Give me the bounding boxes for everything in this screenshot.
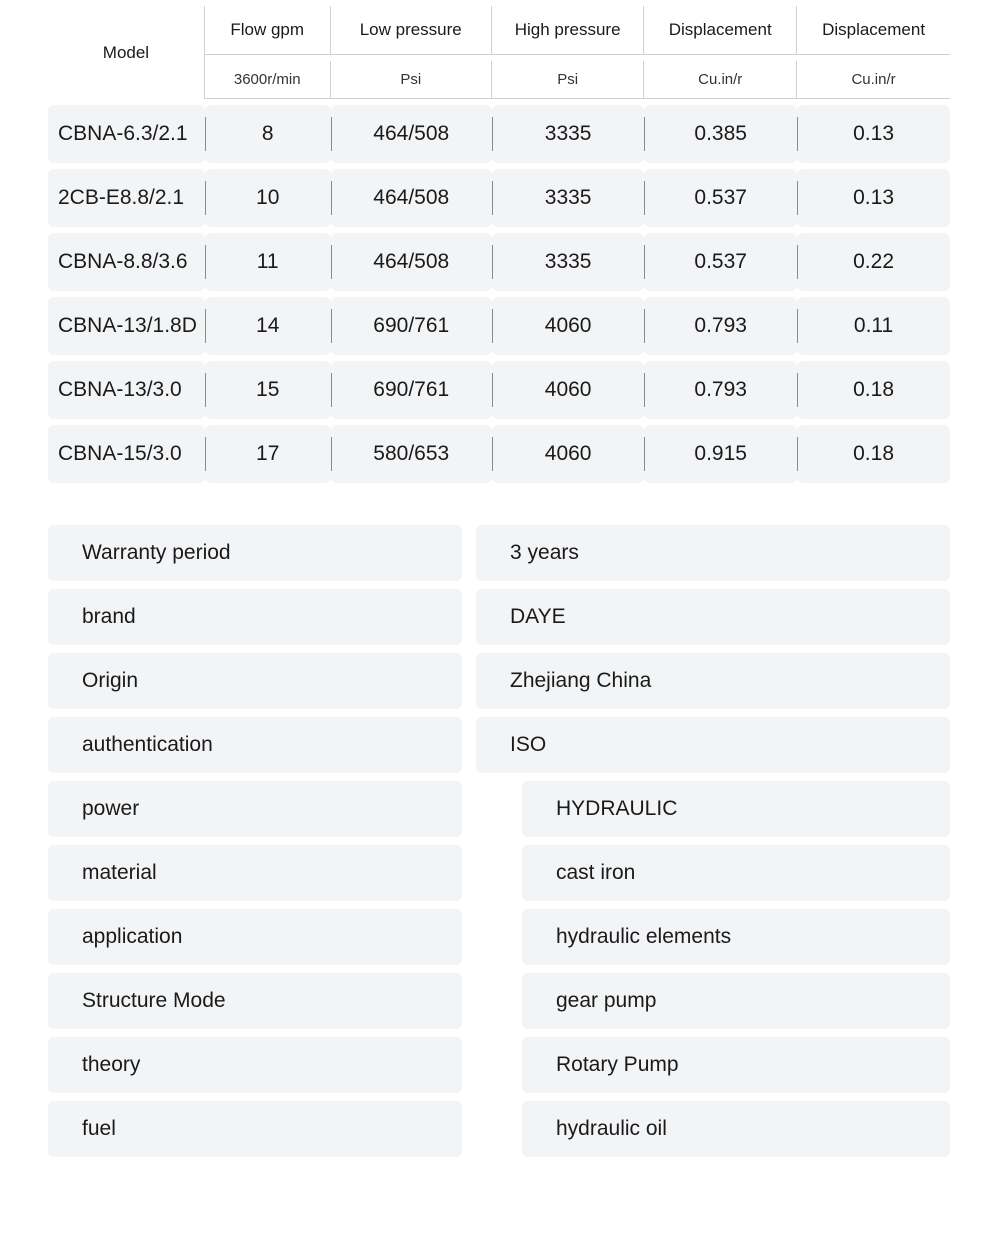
attr-value: 3 years (476, 525, 950, 581)
cell-disp2: 0.13 (797, 105, 950, 163)
attr-row: authentication ISO (48, 717, 950, 773)
cell-disp2: 0.18 (797, 361, 950, 419)
col-flow-unit: 3600r/min (205, 61, 331, 99)
attr-label: fuel (48, 1101, 462, 1157)
col-low-label: Low pressure (331, 6, 492, 55)
col-flow-label: Flow gpm (205, 6, 331, 55)
cell-model: CBNA-6.3/2.1 (48, 105, 205, 163)
attributes-list: Warranty period 3 years brand DAYE Origi… (48, 525, 950, 1157)
cell-disp2: 0.18 (797, 425, 950, 483)
col-disp1-unit: Cu.in/r (644, 61, 797, 99)
table-row: CBNA-8.8/3.6 11 464/508 3335 0.537 0.22 (48, 233, 950, 291)
cell-low: 580/653 (331, 425, 492, 483)
attr-label: Structure Mode (48, 973, 462, 1029)
cell-flow: 8 (205, 105, 331, 163)
cell-flow: 14 (205, 297, 331, 355)
cell-high: 3335 (492, 233, 644, 291)
cell-high: 3335 (492, 169, 644, 227)
spec-table-body: CBNA-6.3/2.1 8 464/508 3335 0.385 0.13 2… (48, 105, 950, 483)
attr-label: theory (48, 1037, 462, 1093)
cell-flow: 10 (205, 169, 331, 227)
attr-row: theory Rotary Pump (48, 1037, 950, 1093)
cell-disp1: 0.915 (644, 425, 797, 483)
attr-label: brand (48, 589, 462, 645)
attr-value: hydraulic elements (522, 909, 950, 965)
cell-model: CBNA-13/3.0 (48, 361, 205, 419)
attr-value: ISO (476, 717, 950, 773)
table-row: CBNA-15/3.0 17 580/653 4060 0.915 0.18 (48, 425, 950, 483)
table-row: CBNA-13/3.0 15 690/761 4060 0.793 0.18 (48, 361, 950, 419)
cell-high: 4060 (492, 361, 644, 419)
attr-row: Structure Mode gear pump (48, 973, 950, 1029)
col-disp2-unit: Cu.in/r (797, 61, 950, 99)
cell-high: 3335 (492, 105, 644, 163)
cell-disp2: 0.13 (797, 169, 950, 227)
attr-label: application (48, 909, 462, 965)
attr-row: application hydraulic elements (48, 909, 950, 965)
cell-disp1: 0.537 (644, 233, 797, 291)
col-low-unit: Psi (331, 61, 492, 99)
attr-row: material cast iron (48, 845, 950, 901)
table-row: CBNA-6.3/2.1 8 464/508 3335 0.385 0.13 (48, 105, 950, 163)
table-row: 2CB-E8.8/2.1 10 464/508 3335 0.537 0.13 (48, 169, 950, 227)
cell-model: CBNA-8.8/3.6 (48, 233, 205, 291)
cell-low: 464/508 (331, 105, 492, 163)
cell-low: 464/508 (331, 233, 492, 291)
attr-row: fuel hydraulic oil (48, 1101, 950, 1157)
cell-model: 2CB-E8.8/2.1 (48, 169, 205, 227)
attr-label: Origin (48, 653, 462, 709)
attr-row: brand DAYE (48, 589, 950, 645)
model-header: Model (48, 6, 205, 99)
attr-value: gear pump (522, 973, 950, 1029)
spec-table: Model Flow gpm Low pressure High pressur… (48, 0, 950, 489)
attr-row: Origin Zhejiang China (48, 653, 950, 709)
cell-low: 690/761 (331, 361, 492, 419)
cell-disp1: 0.537 (644, 169, 797, 227)
attr-label: material (48, 845, 462, 901)
attr-label: authentication (48, 717, 462, 773)
table-row: CBNA-13/1.8D 14 690/761 4060 0.793 0.11 (48, 297, 950, 355)
attr-value: HYDRAULIC (522, 781, 950, 837)
cell-disp2: 0.22 (797, 233, 950, 291)
col-high-unit: Psi (492, 61, 644, 99)
attr-label: power (48, 781, 462, 837)
cell-flow: 11 (205, 233, 331, 291)
cell-flow: 15 (205, 361, 331, 419)
col-disp1-label: Displacement (644, 6, 797, 55)
cell-flow: 17 (205, 425, 331, 483)
col-high-label: High pressure (492, 6, 644, 55)
cell-model: CBNA-13/1.8D (48, 297, 205, 355)
attr-value: hydraulic oil (522, 1101, 950, 1157)
attr-value: cast iron (522, 845, 950, 901)
cell-high: 4060 (492, 297, 644, 355)
attr-value: DAYE (476, 589, 950, 645)
cell-low: 690/761 (331, 297, 492, 355)
cell-disp2: 0.11 (797, 297, 950, 355)
attr-value: Rotary Pump (522, 1037, 950, 1093)
cell-disp1: 0.793 (644, 297, 797, 355)
cell-low: 464/508 (331, 169, 492, 227)
cell-disp1: 0.793 (644, 361, 797, 419)
col-disp2-label: Displacement (797, 6, 950, 55)
attr-value: Zhejiang China (476, 653, 950, 709)
cell-high: 4060 (492, 425, 644, 483)
attr-row: power HYDRAULIC (48, 781, 950, 837)
attr-row: Warranty period 3 years (48, 525, 950, 581)
attr-label: Warranty period (48, 525, 462, 581)
cell-disp1: 0.385 (644, 105, 797, 163)
cell-model: CBNA-15/3.0 (48, 425, 205, 483)
spec-table-header: Model Flow gpm Low pressure High pressur… (48, 6, 950, 99)
